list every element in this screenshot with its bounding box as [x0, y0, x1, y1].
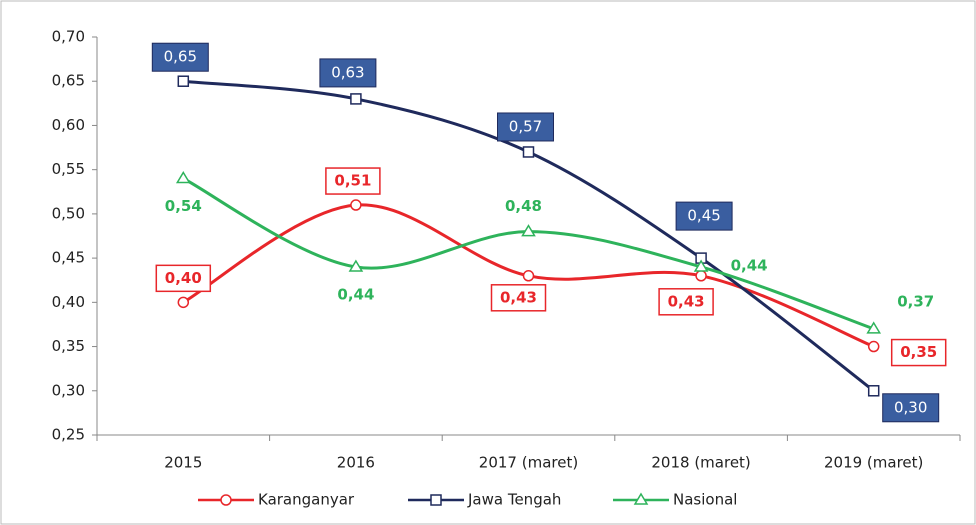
label-box: [325, 167, 381, 195]
marker: [522, 146, 535, 158]
legend-label: Karanganyar: [258, 491, 355, 509]
data-label: 0,37: [897, 292, 934, 310]
marker: [867, 385, 880, 397]
label-box: [497, 112, 554, 142]
label-box: [890, 338, 947, 367]
legend-label: Nasional: [673, 491, 737, 509]
y-tick-label: 0,30: [52, 381, 85, 399]
label-box: [151, 42, 209, 72]
y-tick-label: 0,25: [52, 426, 85, 444]
data-label: 0,40: [165, 269, 202, 287]
y-tick-label: 0,50: [52, 204, 85, 222]
data-label: 0,48: [505, 197, 542, 215]
data-label: 0,43: [668, 292, 705, 310]
marker: [866, 321, 882, 334]
label-box: [490, 284, 547, 312]
data-label: 0,45: [687, 207, 720, 225]
x-tick-label: 2019 (maret): [824, 454, 923, 472]
data-label: 0,63: [331, 63, 364, 81]
y-tick-label: 0,70: [52, 28, 85, 46]
data-label: 0,54: [165, 197, 202, 215]
marker: [350, 199, 362, 211]
marker: [220, 494, 232, 506]
data-label: 0,44: [731, 256, 768, 274]
marker: [867, 340, 880, 353]
marker: [177, 296, 190, 309]
marker: [430, 494, 442, 506]
marker: [177, 75, 190, 87]
y-tick-label: 0,60: [52, 116, 85, 134]
marker: [633, 492, 649, 505]
label-box: [658, 288, 714, 316]
marker: [693, 259, 709, 272]
x-tick-label: 2016: [337, 454, 375, 472]
marker: [175, 171, 191, 184]
marker: [522, 270, 535, 282]
y-tick-label: 0,35: [52, 337, 85, 355]
data-label: 0,43: [500, 288, 537, 306]
label-box: [155, 264, 212, 293]
legend-label: Jawa Tengah: [467, 491, 561, 509]
y-tick-label: 0,45: [52, 249, 85, 267]
data-label: 0,57: [509, 117, 542, 135]
y-tick-label: 0,55: [52, 160, 85, 178]
y-tick-label: 0,40: [52, 293, 85, 311]
data-label: 0,35: [900, 343, 937, 361]
marker: [521, 224, 536, 237]
x-tick-label: 2018 (maret): [651, 454, 750, 472]
marker: [350, 93, 362, 105]
marker: [348, 259, 364, 272]
data-label: 0,51: [334, 172, 371, 190]
x-tick-label: 2015: [164, 454, 202, 472]
label-box: [675, 201, 733, 231]
label-box: [882, 393, 940, 423]
data-label: 0,65: [164, 48, 197, 66]
data-label: 0,44: [337, 285, 374, 303]
x-tick-label: 2017 (maret): [479, 454, 578, 472]
marker: [695, 270, 707, 282]
label-box: [319, 58, 377, 88]
data-label: 0,30: [894, 398, 927, 416]
y-tick-label: 0,65: [52, 72, 85, 90]
